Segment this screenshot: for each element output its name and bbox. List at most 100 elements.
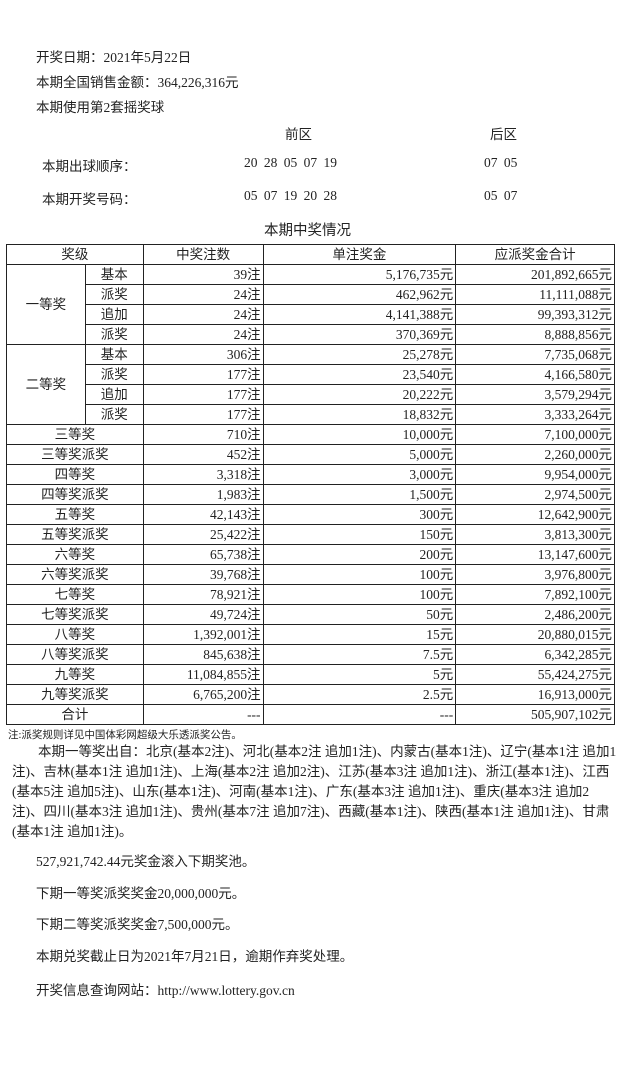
unit-prize: 2.5元: [262, 684, 457, 705]
table-row: 追加 177注 20,222元 3,579,294元: [7, 384, 615, 405]
total-prize: 7,892,100元: [455, 584, 615, 605]
prize-level: 三等奖派奖: [6, 444, 144, 465]
winning-count: 11,084,855注: [142, 664, 264, 685]
winning-count: 6,765,200注: [142, 684, 264, 705]
winning-count: 39注: [142, 264, 264, 285]
prize-subtype: 派奖: [84, 284, 144, 305]
total-prize: 3,976,800元: [455, 564, 615, 585]
ball-set: 本期使用第2套摇奖球: [36, 100, 165, 115]
table-row: 追加 24注 4,141,388元 99,393,312元: [7, 304, 615, 325]
unit-prize: 25,278元: [262, 344, 457, 365]
rollover: 527,921,742.44元奖金滚入下期奖池。: [36, 854, 256, 869]
prize-level: 九等奖: [6, 664, 144, 685]
prize-level: 八等奖: [6, 624, 144, 645]
unit-prize: 10,000元: [262, 424, 457, 445]
table-row: 八等奖 1,392,001注 15元 20,880,015元: [6, 624, 615, 645]
unit-prize: 100元: [262, 584, 457, 605]
total-prize: 505,907,102元: [455, 704, 615, 725]
winning-count: 1,983注: [142, 484, 264, 505]
unit-prize: 50元: [262, 604, 457, 625]
unit-prize: 370,369元: [262, 324, 457, 345]
prize-level: 六等奖: [6, 544, 144, 565]
deadline: 本期兑奖截止日为2021年7月21日，逾期作弃奖处理。: [36, 949, 354, 964]
winning-count: 177注: [142, 384, 264, 405]
table-row: 派奖 177注 23,540元 4,166,580元: [7, 364, 615, 385]
table-row: 六等奖 65,738注 200元 13,147,600元: [6, 544, 615, 565]
prize-subtype: 追加: [84, 304, 144, 325]
next-first-prize: 下期一等奖派奖奖金20,000,000元。: [36, 886, 246, 901]
prize-level: 五等奖派奖: [6, 524, 144, 545]
prize-group: 一等奖: [6, 264, 86, 345]
winners-paragraph: 本期一等奖出自：北京(基本2注)、河北(基本2注 追加1注)、内蒙古(基本1注)…: [12, 744, 617, 839]
winning-count: 710注: [142, 424, 264, 445]
total-prize: 8,888,856元: [455, 324, 615, 345]
unit-prize: ---: [262, 704, 457, 725]
unit-prize: 3,000元: [262, 464, 457, 485]
total-prize: 20,880,015元: [455, 624, 615, 645]
table-row: 派奖 24注 462,962元 11,111,088元: [7, 284, 615, 305]
unit-prize: 7.5元: [262, 644, 457, 665]
table-row: 五等奖 42,143注 300元 12,642,900元: [6, 504, 615, 525]
winning-count: 306注: [142, 344, 264, 365]
prize-level: 合计: [6, 704, 144, 725]
unit-prize: 1,500元: [262, 484, 457, 505]
table-row: 派奖 24注 370,369元 8,888,856元: [7, 324, 615, 345]
result-back: 05 07: [484, 188, 518, 203]
total-prize: 201,892,665元: [455, 264, 615, 285]
table-row: 八等奖派奖 845,638注 7.5元 6,342,285元: [6, 644, 615, 665]
winning-count: 452注: [142, 444, 264, 465]
order-label: 本期出球顺序：: [42, 159, 137, 174]
total-prize: 9,954,000元: [455, 464, 615, 485]
draw-date: 开奖日期：2021年5月22日: [36, 50, 192, 65]
table-row: 三等奖 710注 10,000元 7,100,000元: [6, 424, 615, 445]
header-total: 应派奖金合计: [455, 244, 615, 265]
table-row: 九等奖派奖 6,765,200注 2.5元 16,913,000元: [6, 684, 615, 705]
front-zone-label: 前区: [285, 127, 312, 142]
winning-count: 49,724注: [142, 604, 264, 625]
table-row: 五等奖派奖 25,422注 150元 3,813,300元: [6, 524, 615, 545]
table-row: 合计 --- --- 505,907,102元: [6, 704, 615, 725]
winning-count: 65,738注: [142, 544, 264, 565]
total-prize: 13,147,600元: [455, 544, 615, 565]
next-second-prize: 下期二等奖派奖奖金7,500,000元。: [36, 917, 239, 932]
winning-count: 177注: [142, 404, 264, 425]
winning-count: 24注: [142, 284, 264, 305]
table-row: 一等奖 基本 39注 5,176,735元 201,892,665元: [6, 264, 615, 345]
total-prize: 99,393,312元: [455, 304, 615, 325]
total-prize: 12,642,900元: [455, 504, 615, 525]
winning-count: 1,392,001注: [142, 624, 264, 645]
table-title: 本期中奖情况: [264, 223, 351, 239]
total-prize: 3,579,294元: [455, 384, 615, 405]
total-prize: 11,111,088元: [455, 284, 615, 305]
table-row: 派奖 177注 18,832元 3,333,264元: [7, 404, 615, 425]
winning-count: 24注: [142, 324, 264, 345]
result-front: 05 07 19 20 28: [244, 188, 337, 203]
unit-prize: 20,222元: [262, 384, 457, 405]
prize-group: 二等奖: [6, 344, 86, 425]
total-prize: 4,166,580元: [455, 364, 615, 385]
winning-count: 78,921注: [142, 584, 264, 605]
prize-level: 七等奖: [6, 584, 144, 605]
prize-level: 四等奖派奖: [6, 484, 144, 505]
unit-prize: 200元: [262, 544, 457, 565]
prize-subtype: 派奖: [84, 404, 144, 425]
unit-prize: 300元: [262, 504, 457, 525]
prize-subtype: 追加: [84, 384, 144, 405]
total-prize: 7,735,068元: [455, 344, 615, 365]
winning-count: 845,638注: [142, 644, 264, 665]
order-back: 07 05: [484, 155, 518, 170]
unit-prize: 150元: [262, 524, 457, 545]
sales-amount: 本期全国销售金额：364,226,316元: [36, 75, 239, 90]
table-row: 三等奖派奖 452注 5,000元 2,260,000元: [6, 444, 615, 465]
table-row: 四等奖 3,318注 3,000元 9,954,000元: [6, 464, 615, 485]
prize-subtype: 派奖: [84, 324, 144, 345]
order-front: 20 28 05 07 19: [244, 155, 337, 170]
unit-prize: 462,962元: [262, 284, 457, 305]
unit-prize: 5,176,735元: [262, 264, 457, 285]
prize-level: 四等奖: [6, 464, 144, 485]
prize-level: 九等奖派奖: [6, 684, 144, 705]
total-prize: 6,342,285元: [455, 644, 615, 665]
unit-prize: 4,141,388元: [262, 304, 457, 325]
prize-level: 七等奖派奖: [6, 604, 144, 625]
unit-prize: 100元: [262, 564, 457, 585]
